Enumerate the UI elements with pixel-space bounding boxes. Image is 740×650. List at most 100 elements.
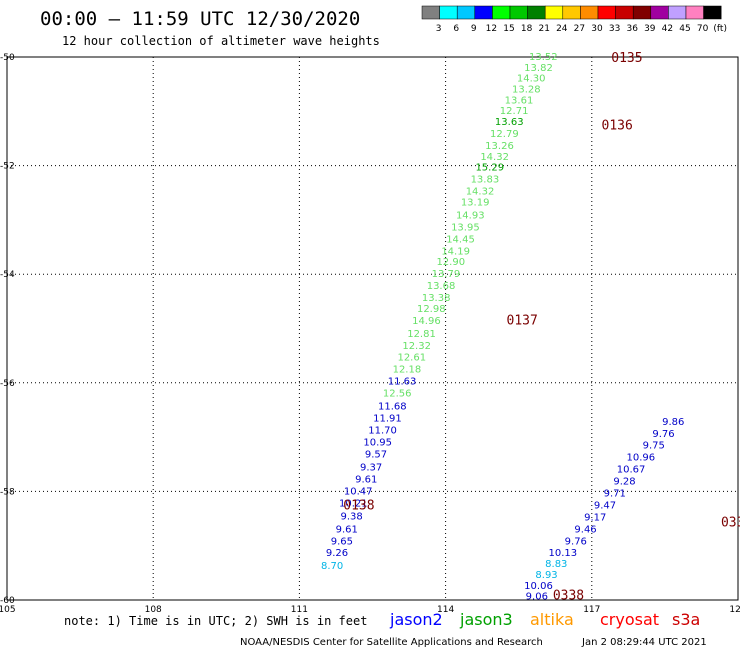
color-scale-swatch <box>580 5 599 20</box>
swh-point-label: 13.83 <box>471 175 500 186</box>
swh-point-label: 12.98 <box>417 304 446 315</box>
swh-point-label: 14.30 <box>517 74 546 85</box>
pass-label: 0135 <box>611 51 642 66</box>
color-scale-label: 6 <box>453 24 459 34</box>
color-scale-label: 42 <box>662 24 673 34</box>
satellite-name: cryosat <box>600 610 659 629</box>
swh-point-label: 11.91 <box>373 414 402 425</box>
swh-point-label: 9.28 <box>613 477 635 488</box>
color-scale-label: 3 <box>436 24 442 34</box>
y-tick-label: -50 <box>0 53 15 63</box>
swh-point-label: 9.71 <box>604 488 626 499</box>
color-scale-swatch <box>668 5 687 20</box>
color-scale-swatch <box>685 5 704 20</box>
swh-point-label: 9.38 <box>340 511 362 522</box>
satellite-name: s3a <box>672 610 700 629</box>
pass-label: 0339 <box>721 515 740 530</box>
swh-point-label: 12.79 <box>490 129 519 140</box>
swh-point-label: 13.82 <box>524 63 553 74</box>
swh-point-label: 13.68 <box>427 281 456 292</box>
y-tick-label: -60 <box>0 596 15 606</box>
color-scale-swatch <box>544 5 564 20</box>
swh-point-label: 13.52 <box>529 52 558 63</box>
color-scale-swatch <box>632 5 652 20</box>
swh-point-label: 9.46 <box>574 524 596 535</box>
color-scale-label: 18 <box>521 24 533 34</box>
swh-point-label: 12.90 <box>436 257 465 268</box>
swh-point-label: 9.57 <box>365 449 387 460</box>
swh-point-label: 9.06 <box>526 592 548 603</box>
swh-point-label: 13.61 <box>505 95 534 106</box>
swh-point-label: 15.29 <box>475 163 504 174</box>
swh-point-label: 13.19 <box>461 197 490 208</box>
y-axis-ticks: -50 -52 -54 -56 -58 -60 <box>0 53 15 606</box>
satellite-name: jason2 <box>389 610 443 629</box>
swh-point-label: 8.70 <box>321 561 343 572</box>
swh-point-label: 12.32 <box>402 341 431 352</box>
footer-note: note: 1) Time is in UTC; 2) SWH is in fe… <box>64 614 367 628</box>
footer-timestamp: Jan 2 08:29:44 UTC 2021 <box>581 637 707 648</box>
pass-label: 0338 <box>553 589 584 604</box>
swh-point-label: 13.79 <box>432 269 461 280</box>
swh-point-label: 9.37 <box>360 462 382 473</box>
swh-point-label: 14.19 <box>441 246 470 257</box>
swh-point-label: 11.70 <box>368 425 397 436</box>
color-scale-label: (ft) <box>713 24 727 34</box>
swh-point-label: 8.83 <box>545 559 567 570</box>
swh-point-label: 14.32 <box>466 187 495 198</box>
swh-point-label: 10.96 <box>627 453 656 464</box>
x-tick-label: 114 <box>437 605 454 615</box>
color-scale-label: 12 <box>486 24 497 34</box>
color-scale-label: 36 <box>626 24 638 34</box>
plot-frame <box>6 56 739 601</box>
satellite-legend: jason2 jason3 altika cryosat s3a <box>389 610 700 629</box>
swh-point-label: 13.26 <box>485 141 514 152</box>
swh-point-label: 12.61 <box>397 353 426 364</box>
color-scale-label: 24 <box>556 24 568 34</box>
color-scale-swatch <box>509 5 528 20</box>
swh-point-label: 14.93 <box>456 210 485 221</box>
swh-point-label: 12.18 <box>393 365 422 376</box>
swh-point-label: 9.76 <box>565 536 587 547</box>
color-scale-swatch <box>650 5 669 20</box>
swh-point-label: 11.63 <box>388 377 417 388</box>
swh-point-label: 9.86 <box>662 417 684 428</box>
pass-label: 0137 <box>507 313 538 328</box>
swh-point-label: 14.32 <box>480 152 509 163</box>
y-tick-label: -56 <box>0 379 15 389</box>
pass-labels: 0135 0136 0137 0138 0338 0339 <box>343 51 740 604</box>
swh-point-label: 10.06 <box>524 581 553 592</box>
x-tick-label: 120 <box>729 605 740 615</box>
color-scale-swatch <box>615 5 634 20</box>
pass-label: 0136 <box>602 118 633 133</box>
swh-point-label: 9.61 <box>336 524 358 535</box>
swh-point-label: 9.76 <box>652 429 674 440</box>
swh-point-label: 10.95 <box>363 437 392 448</box>
swh-point-label: 10.13 <box>549 548 578 559</box>
color-scale-label: 27 <box>574 24 585 34</box>
color-scale-label: 45 <box>679 24 690 34</box>
swh-point-label: 8.93 <box>535 570 557 581</box>
swh-point-label: 13.95 <box>451 222 480 233</box>
color-scale-label: 30 <box>591 24 603 34</box>
color-scale-legend: 3 6 9 12 15 18 21 24 27 30 33 36 39 42 45 70 (ft) <box>421 5 727 34</box>
x-axis-ticks: 105 108 111 114 117 120 <box>0 605 740 615</box>
swh-point-label: 9.75 <box>643 441 665 452</box>
satellite-name: altika <box>530 610 574 629</box>
grid <box>7 57 738 600</box>
x-tick-label: 117 <box>583 605 600 615</box>
color-scale-swatch <box>562 5 581 20</box>
color-scale-swatch <box>527 5 546 20</box>
x-tick-label: 111 <box>291 605 308 615</box>
color-scale-swatch <box>474 5 493 20</box>
plot-area: 105 108 111 114 117 120 -50 -52 -54 -56 -58 -60 13… <box>0 51 740 615</box>
color-scale-label: 39 <box>644 24 656 34</box>
swh-point-label: 13.38 <box>422 293 451 304</box>
color-scale-swatch <box>421 5 440 20</box>
color-scale-swatch <box>439 5 458 20</box>
color-scale-swatch <box>597 5 616 20</box>
swh-point-label: 9.61 <box>355 474 377 485</box>
color-scale-label: 21 <box>538 24 549 34</box>
satellite-name: jason3 <box>459 610 513 629</box>
